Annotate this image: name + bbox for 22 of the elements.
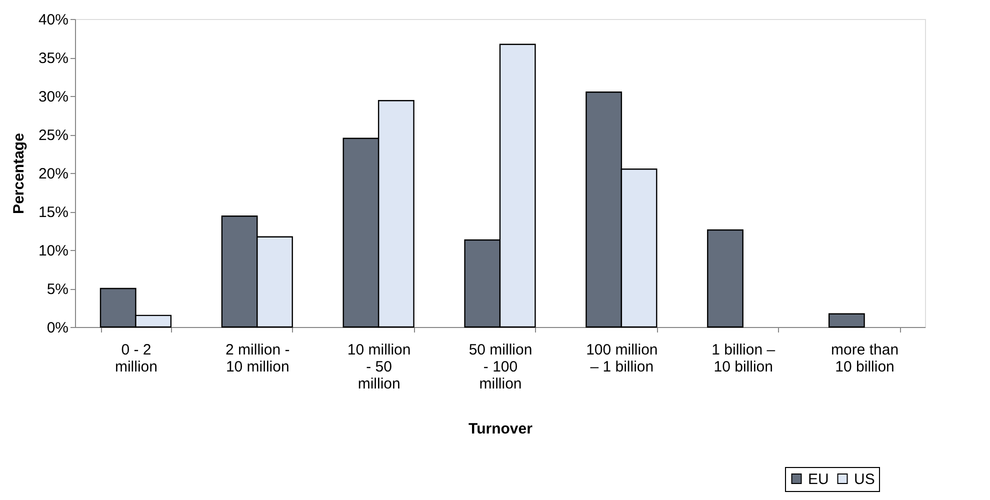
y-tick-label: 40% bbox=[38, 12, 68, 28]
x-tick-label: 50 million - 100 million bbox=[468, 342, 532, 392]
y-tick-label: 35% bbox=[38, 50, 68, 67]
x-tick-label: 100 million – 1 billion bbox=[586, 342, 658, 376]
y-tick-label: 30% bbox=[38, 88, 68, 106]
y-tick-label: 5% bbox=[46, 281, 68, 298]
x-tick-label: 10 million - 50 million bbox=[347, 342, 411, 392]
y-tick-label: 0% bbox=[46, 320, 68, 336]
x-axis-title: Turnover bbox=[468, 420, 533, 438]
y-axis-title: Percentage bbox=[10, 133, 28, 214]
legend-label: EU bbox=[808, 470, 829, 488]
bar bbox=[707, 229, 744, 328]
y-tick-label: 25% bbox=[38, 127, 68, 144]
x-tick-label: more than 10 billion bbox=[831, 342, 899, 376]
y-tick-label: 15% bbox=[38, 204, 68, 221]
x-tick-label: 2 million - 10 million bbox=[226, 342, 290, 376]
bar bbox=[828, 313, 865, 328]
x-tick-label: 0 - 2 million bbox=[114, 342, 158, 376]
x-tick-label: 1 billion – 10 billion bbox=[712, 342, 776, 376]
legend-label: US bbox=[854, 470, 875, 488]
y-tick-label: 20% bbox=[38, 166, 68, 182]
y-tick-label: 10% bbox=[38, 242, 68, 260]
